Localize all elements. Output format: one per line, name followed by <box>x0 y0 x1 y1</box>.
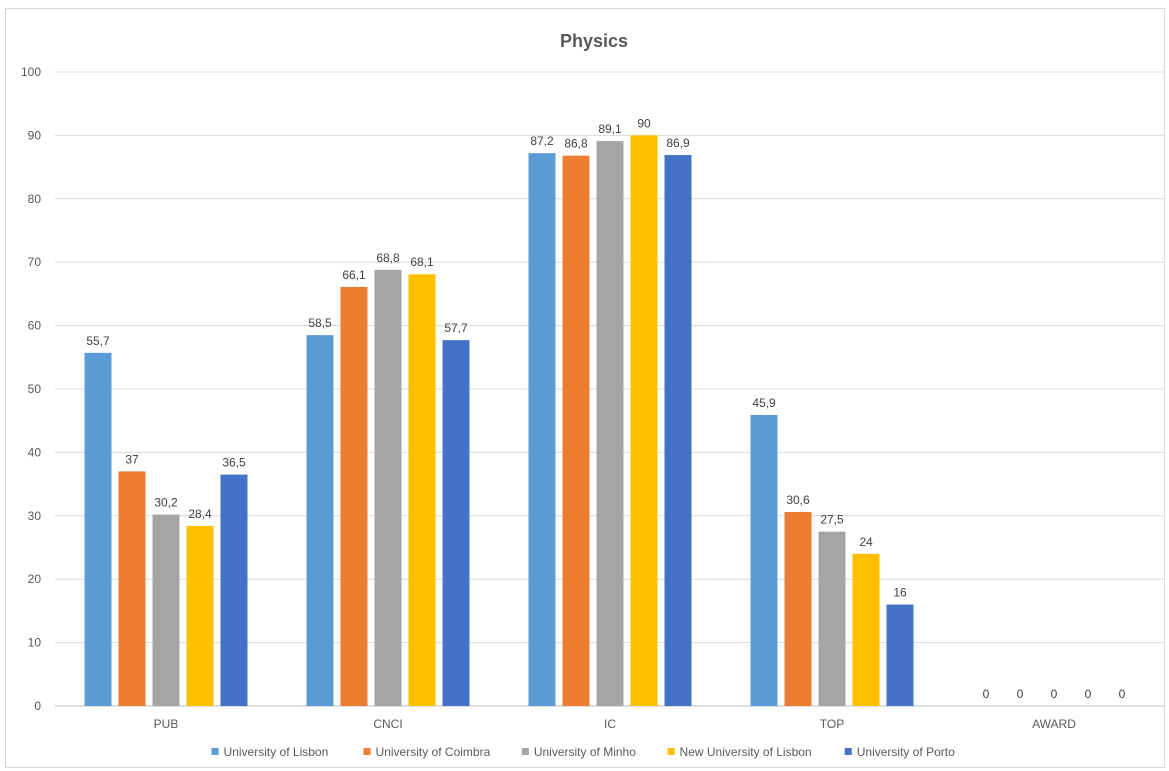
legend-swatch-2 <box>363 748 371 755</box>
bar-pub-2 <box>118 471 146 706</box>
data-label: 0 <box>1119 687 1126 701</box>
bar-cnci-3 <box>374 269 402 706</box>
y-tick-label: 80 <box>28 192 42 206</box>
data-label: 68,1 <box>410 255 434 269</box>
legend-swatch-1 <box>211 748 219 755</box>
bar-ic-5 <box>664 155 692 706</box>
data-label: 36,5 <box>222 456 246 470</box>
data-label: 37 <box>125 452 139 466</box>
data-label: 89,1 <box>598 122 622 136</box>
x-tick-label: AWARD <box>1032 717 1076 731</box>
legend-swatch-3 <box>521 748 529 755</box>
data-label: 87,2 <box>530 134 554 148</box>
bar-pub-4 <box>186 525 214 706</box>
data-label: 55,7 <box>86 334 110 348</box>
legend-label: University of Lisbon <box>224 745 329 759</box>
bar-ic-1 <box>528 153 556 707</box>
legend-swatch-5 <box>844 748 852 755</box>
x-tick-label: CNCI <box>373 717 402 731</box>
y-tick-label: 10 <box>28 636 42 650</box>
bar-top-2 <box>784 511 812 706</box>
x-tick-label: PUB <box>154 717 179 731</box>
data-label: 30,6 <box>786 493 810 507</box>
y-tick-label: 0 <box>34 699 41 713</box>
data-label: 66,1 <box>342 268 366 282</box>
y-tick-label: 90 <box>28 128 42 142</box>
data-label: 16 <box>893 586 907 600</box>
data-label: 24 <box>859 535 873 549</box>
y-tick-label: 60 <box>28 319 42 333</box>
bar-top-5 <box>886 604 914 706</box>
data-label: 0 <box>1085 687 1092 701</box>
data-label: 45,9 <box>752 396 776 410</box>
data-label: 30,2 <box>154 496 178 510</box>
bar-ic-2 <box>562 155 590 707</box>
y-tick-label: 40 <box>28 445 42 459</box>
data-label: 68,8 <box>376 251 400 265</box>
bars <box>84 135 914 707</box>
y-tick-label: 100 <box>21 65 41 79</box>
data-label: 0 <box>1051 687 1058 701</box>
data-label: 86,8 <box>564 137 588 151</box>
data-labels: 55,7 37 30,2 28,4 36,5 58,5 66,1 68,8 68,1 57,7 87… <box>86 116 1125 701</box>
data-label: 0 <box>983 687 990 701</box>
legend-label: University of Minho <box>534 745 636 759</box>
bar-ic-3 <box>596 141 624 706</box>
y-axis-ticks: 0 10 20 30 40 50 60 70 80 90 100 <box>21 65 41 713</box>
bar-top-1 <box>750 414 778 706</box>
bar-cnci-5 <box>442 340 470 706</box>
data-label: 28,4 <box>188 507 212 521</box>
legend-label: University of Coimbra <box>376 745 491 759</box>
bar-top-4 <box>852 553 880 706</box>
bar-pub-5 <box>220 474 248 706</box>
data-label: 58,5 <box>308 316 332 330</box>
legend-swatch-4 <box>667 748 675 755</box>
bar-cnci-1 <box>306 335 334 706</box>
bar-pub-3 <box>152 514 180 706</box>
x-axis-ticks: PUB CNCI IC TOP AWARD <box>154 717 1077 731</box>
bar-cnci-4 <box>408 274 436 706</box>
data-label: 86,9 <box>666 136 690 150</box>
data-label: 57,7 <box>444 321 468 335</box>
data-label: 90 <box>637 116 651 130</box>
data-label: 0 <box>1017 687 1024 701</box>
x-tick-label: TOP <box>820 717 844 731</box>
bar-top-3 <box>818 531 846 706</box>
bar-cnci-2 <box>340 286 368 706</box>
legend-label: University of Porto <box>857 745 955 759</box>
x-tick-label: IC <box>604 717 616 731</box>
y-tick-label: 70 <box>28 255 42 269</box>
legend-label: New University of Lisbon <box>680 745 812 759</box>
chart-title: Physics <box>560 31 628 51</box>
data-label: 27,5 <box>820 513 844 527</box>
y-tick-label: 50 <box>28 382 42 396</box>
y-tick-label: 20 <box>28 572 42 586</box>
y-tick-label: 30 <box>28 509 42 523</box>
bar-ic-4 <box>630 135 658 706</box>
legend: University of Lisbon University of Coimbr… <box>211 745 955 759</box>
bar-pub-1 <box>84 352 112 706</box>
